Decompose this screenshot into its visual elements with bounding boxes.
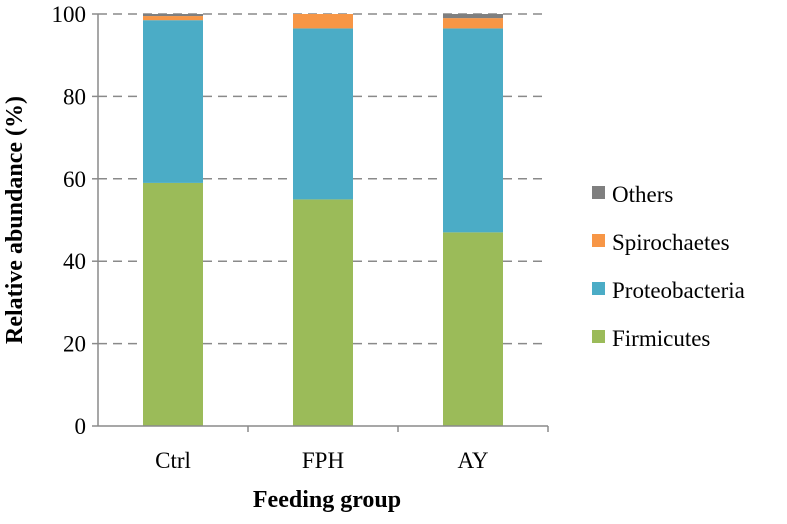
bar-segment-firmicutes	[143, 182, 203, 426]
legend-label-proteobacteria: Proteobacteria	[612, 278, 745, 303]
legend-swatch-proteobacteria	[592, 282, 605, 295]
bar-stacks	[143, 14, 503, 426]
legend: Others Spirochaetes Proteobacteria Firmicut…	[592, 182, 745, 351]
y-axis-title: Relative abundance (%)	[2, 96, 28, 344]
y-tick-label: 20	[63, 332, 86, 357]
legend-label-spirochaetes: Spirochaetes	[612, 230, 730, 255]
axes	[97, 14, 548, 427]
y-tick-label: 80	[63, 84, 86, 109]
legend-swatch-firmicutes	[592, 330, 605, 343]
bar-segment-proteobacteria	[143, 20, 203, 183]
x-tick-label: Ctrl	[155, 448, 191, 473]
x-axis-title: Feeding group	[253, 487, 401, 513]
y-tick-label: 40	[63, 249, 86, 274]
bar-segment-spirochaetes	[443, 18, 503, 29]
x-tick-labels: Ctrl FPH AY	[155, 448, 489, 473]
y-tick-label: 60	[63, 167, 86, 192]
legend-label-firmicutes: Firmicutes	[612, 326, 710, 351]
y-tick-labels: 0 20 40 60 80 100	[52, 2, 87, 439]
bar-segment-firmicutes	[443, 232, 503, 426]
bar-segment-others	[443, 14, 503, 19]
bar-segment-others	[143, 14, 203, 17]
y-tick-label: 0	[75, 414, 87, 439]
legend-swatch-spirochaetes	[592, 234, 605, 247]
y-tick-label: 100	[52, 2, 87, 27]
bar-segment-firmicutes	[293, 199, 353, 426]
bar-segment-spirochaetes	[143, 16, 203, 21]
bar-segment-proteobacteria	[293, 28, 353, 200]
bar-segment-spirochaetes	[293, 14, 353, 29]
legend-label-others: Others	[612, 182, 673, 207]
bar-segment-proteobacteria	[443, 28, 503, 233]
legend-swatch-others	[592, 186, 605, 199]
x-tick-label: FPH	[302, 448, 344, 473]
x-tick-label: AY	[457, 448, 488, 473]
